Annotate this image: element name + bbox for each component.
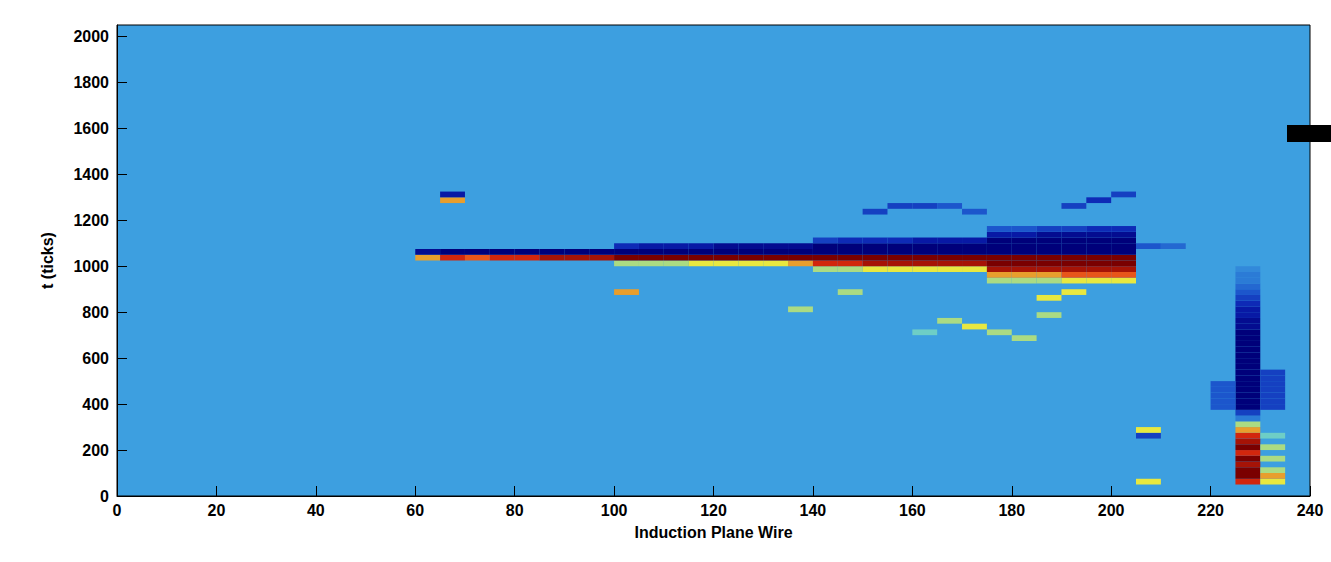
svg-text:600: 600: [82, 350, 109, 367]
svg-text:1600: 1600: [73, 120, 109, 137]
svg-text:1200: 1200: [73, 212, 109, 229]
svg-text:200: 200: [82, 442, 109, 459]
svg-text:20: 20: [208, 502, 226, 519]
svg-text:0: 0: [113, 502, 122, 519]
svg-text:240: 240: [1297, 502, 1324, 519]
svg-text:400: 400: [82, 396, 109, 413]
svg-text:180: 180: [998, 502, 1025, 519]
svg-text:1000: 1000: [73, 258, 109, 275]
svg-text:2000: 2000: [73, 28, 109, 45]
svg-text:1400: 1400: [73, 166, 109, 183]
svg-text:t (ticks): t (ticks): [39, 232, 56, 289]
svg-text:800: 800: [82, 304, 109, 321]
svg-text:0: 0: [100, 488, 109, 505]
svg-text:80: 80: [506, 502, 524, 519]
svg-text:100: 100: [601, 502, 628, 519]
svg-text:220: 220: [1197, 502, 1224, 519]
svg-text:120: 120: [700, 502, 727, 519]
svg-text:Induction Plane Wire: Induction Plane Wire: [634, 524, 792, 541]
svg-text:40: 40: [307, 502, 325, 519]
svg-text:160: 160: [899, 502, 926, 519]
svg-text:60: 60: [406, 502, 424, 519]
svg-text:200: 200: [1098, 502, 1125, 519]
svg-text:140: 140: [800, 502, 827, 519]
svg-text:1800: 1800: [73, 74, 109, 91]
